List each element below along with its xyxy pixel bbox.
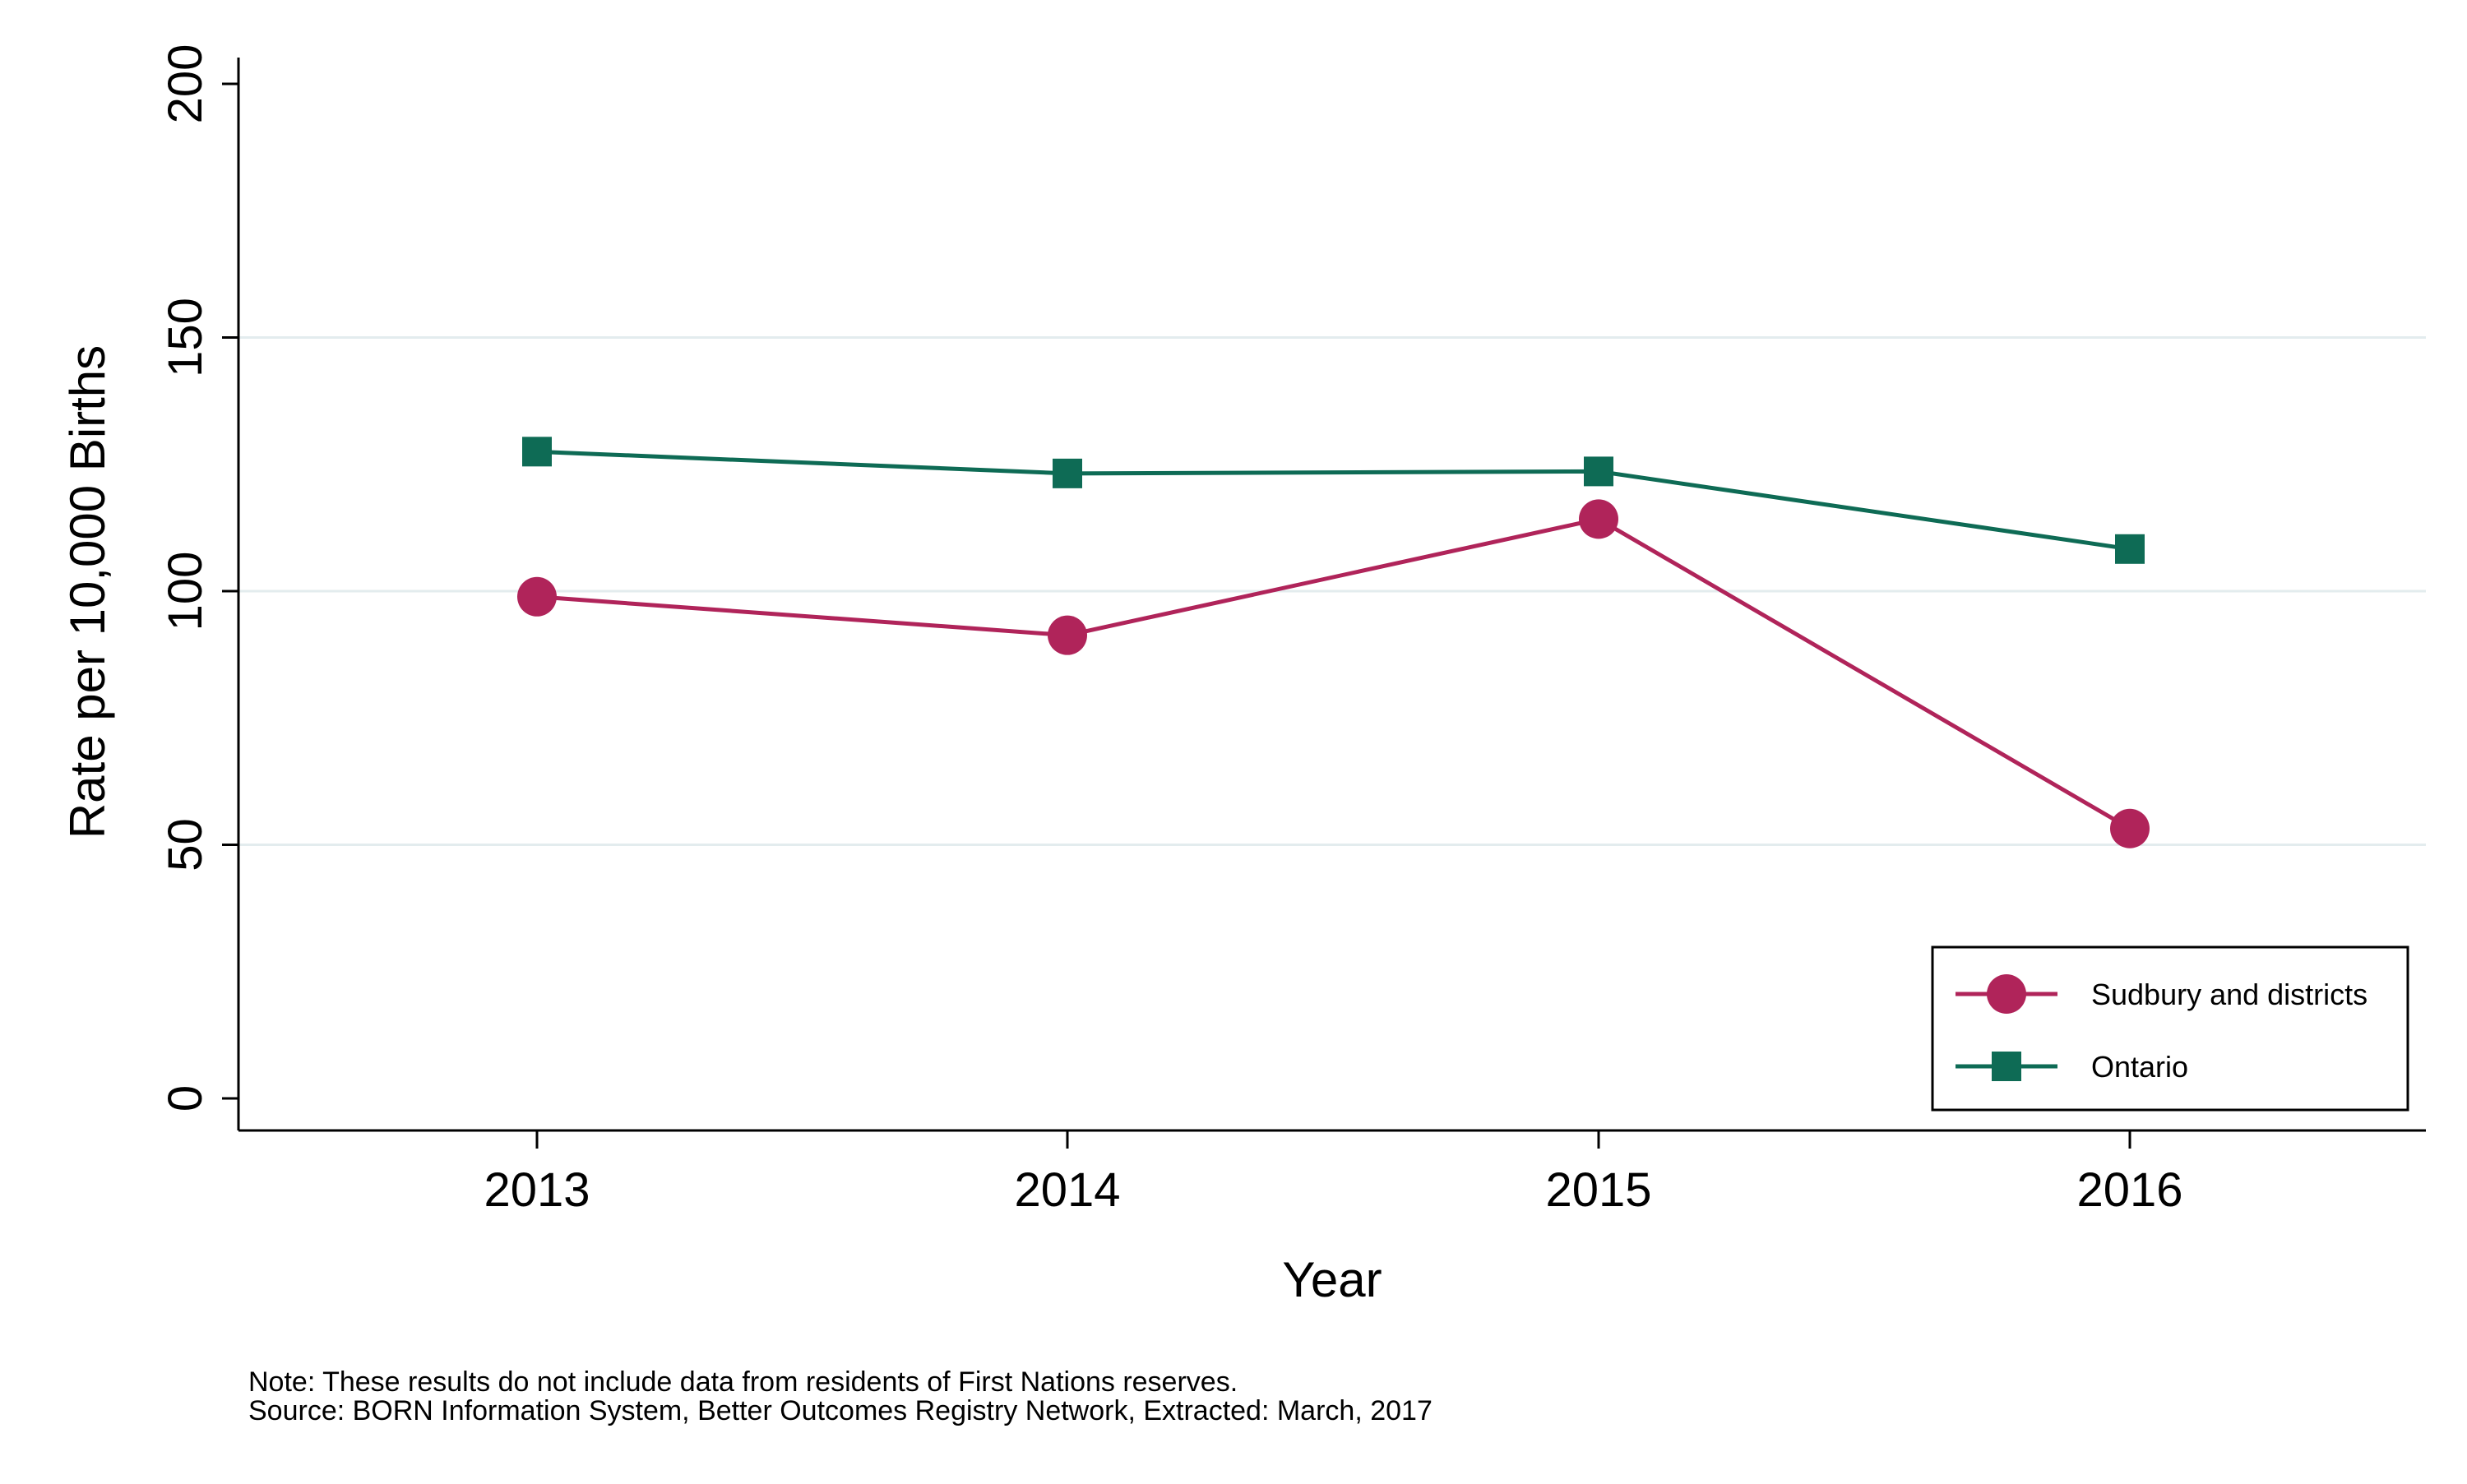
series-line <box>536 516 2131 830</box>
data-point <box>522 437 552 467</box>
series-sudbury-and-districts <box>517 499 2150 848</box>
note-text: Note: These results do not include data … <box>248 1366 1238 1398</box>
series-ontario <box>522 437 2145 564</box>
footnotes: Note: These results do not include data … <box>248 1366 1433 1426</box>
axes <box>237 58 2426 1132</box>
x-tick-label: 2014 <box>1014 1163 1120 1217</box>
legend-item: Sudbury and districts <box>1956 974 2367 1014</box>
legend-label: Ontario <box>2091 1050 2188 1084</box>
gridlines <box>238 336 2426 846</box>
legend-marker <box>1992 1052 2021 1081</box>
data-point <box>517 576 557 617</box>
x-tick-label: 2013 <box>484 1163 590 1217</box>
x-tick-label: 2016 <box>2076 1163 2182 1217</box>
legend-item: Ontario <box>1956 1050 2188 1084</box>
y-tick-label: 50 <box>159 818 212 871</box>
data-point <box>1579 499 1618 539</box>
y-tick-label: 150 <box>159 298 212 377</box>
data-point <box>2110 808 2150 848</box>
data-point <box>1048 615 1087 655</box>
series-line <box>536 449 2131 552</box>
y-tick-label: 0 <box>159 1085 212 1112</box>
legend-label: Sudbury and districts <box>2091 978 2367 1011</box>
x-axis-title: Year <box>1282 1252 1382 1307</box>
x-axis-ticks: 2013 2014 2015 2016 <box>484 1130 2183 1217</box>
legend-box <box>1931 945 2409 1112</box>
y-axis-title: Rate per 10,000 Births <box>60 345 115 839</box>
y-tick-label: 200 <box>159 44 212 124</box>
series <box>517 437 2150 848</box>
legend-marker <box>1987 974 2026 1014</box>
legend: Sudbury and districts Ontario <box>1931 945 2409 1112</box>
y-tick-label: 100 <box>159 552 212 631</box>
x-tick-label: 2015 <box>1545 1163 1651 1217</box>
source-text: Source: BORN Information System, Better … <box>248 1395 1433 1426</box>
data-point <box>1053 458 1082 488</box>
data-point <box>1584 456 1613 487</box>
data-point <box>2115 534 2145 564</box>
y-axis-ticks: 0 50 100 150 200 <box>159 44 238 1112</box>
